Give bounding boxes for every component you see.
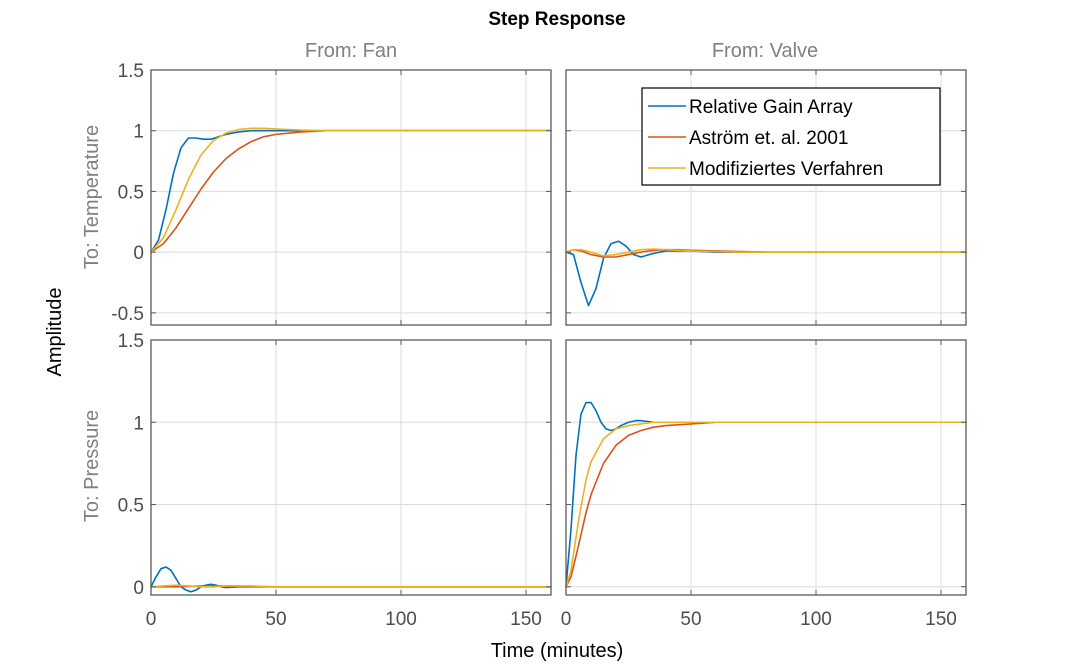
column-title-valve: From: Valve — [712, 40, 818, 62]
panel-to-pressure-from-fan-background — [151, 340, 551, 595]
x-tick-label: 0 — [146, 609, 157, 630]
y-tick-label: 0 — [133, 243, 144, 264]
x-tick-label: 0 — [561, 609, 572, 630]
x-tick-label: 150 — [925, 609, 957, 630]
series-line-modifiziertes-verfahren — [150, 127, 552, 253]
y-tick-label: 1 — [133, 122, 144, 143]
legend-box — [641, 87, 941, 186]
series-line-modifiziertes-verfahren — [565, 421, 967, 588]
legend-label-astr-m-et-al-2001: Aström et. al. 2001 — [689, 128, 848, 149]
y-tick-label: 0 — [133, 578, 144, 599]
x-tick-label: 50 — [265, 609, 286, 630]
panel-to-temperature-from-fan-frame — [150, 69, 552, 326]
panel-to-pressure-from-valve: 0 50 100 150 — [561, 339, 967, 630]
panel-to-pressure-from-valve-background — [566, 340, 966, 595]
y-tick-label: 0.5 — [118, 182, 144, 203]
y-tick-label: 1.5 — [118, 61, 144, 82]
series-line-modifiziertes-verfahren — [565, 248, 967, 257]
y-tick-label: 1 — [133, 413, 144, 434]
row-label-temperature: To: Temperature — [81, 125, 103, 269]
series-line-modifiziertes-verfahren — [150, 584, 552, 588]
panel-to-temperature-from-fan: -0.5 0 0.5 1 1.5 — [111, 61, 552, 326]
panels-layer: -0.5 0 0.5 1 1.5 0 0.5 1 1.5 0 50 100 150 0 50 100 150 — [111, 61, 967, 630]
x-tick-label: 150 — [510, 609, 542, 630]
panel-to-temperature-from-valve-frame — [565, 69, 967, 326]
panel-to-temperature-from-fan-background — [151, 70, 551, 325]
legend-label-relative-gain-array: Relative Gain Array — [689, 97, 853, 118]
x-tick-label: 100 — [385, 609, 417, 630]
panel-to-pressure-from-fan-frame — [150, 339, 552, 596]
y-tick-label: -0.5 — [111, 304, 144, 325]
x-tick-label: 50 — [680, 609, 701, 630]
panel-to-pressure-from-fan: 0 0.5 1 1.5 0 50 100 150 — [118, 331, 552, 630]
x-tick-label: 100 — [800, 609, 832, 630]
row-label-pressure: To: Pressure — [81, 410, 103, 522]
column-title-fan: From: Fan — [305, 40, 397, 62]
y-axis-label: Amplitude — [44, 288, 66, 377]
y-tick-label: 0.5 — [118, 496, 144, 517]
y-tick-label: 1.5 — [118, 331, 144, 352]
legend-label-modifiziertes-verfahren: Modifiziertes Verfahren — [689, 159, 883, 180]
legend: Relative Gain Array Aström et. al. 2001 Mo… — [641, 87, 941, 186]
panel-to-pressure-from-valve-frame — [565, 339, 967, 596]
chart-title: Step Response — [488, 9, 625, 30]
x-axis-label: Time (minutes) — [491, 640, 624, 662]
